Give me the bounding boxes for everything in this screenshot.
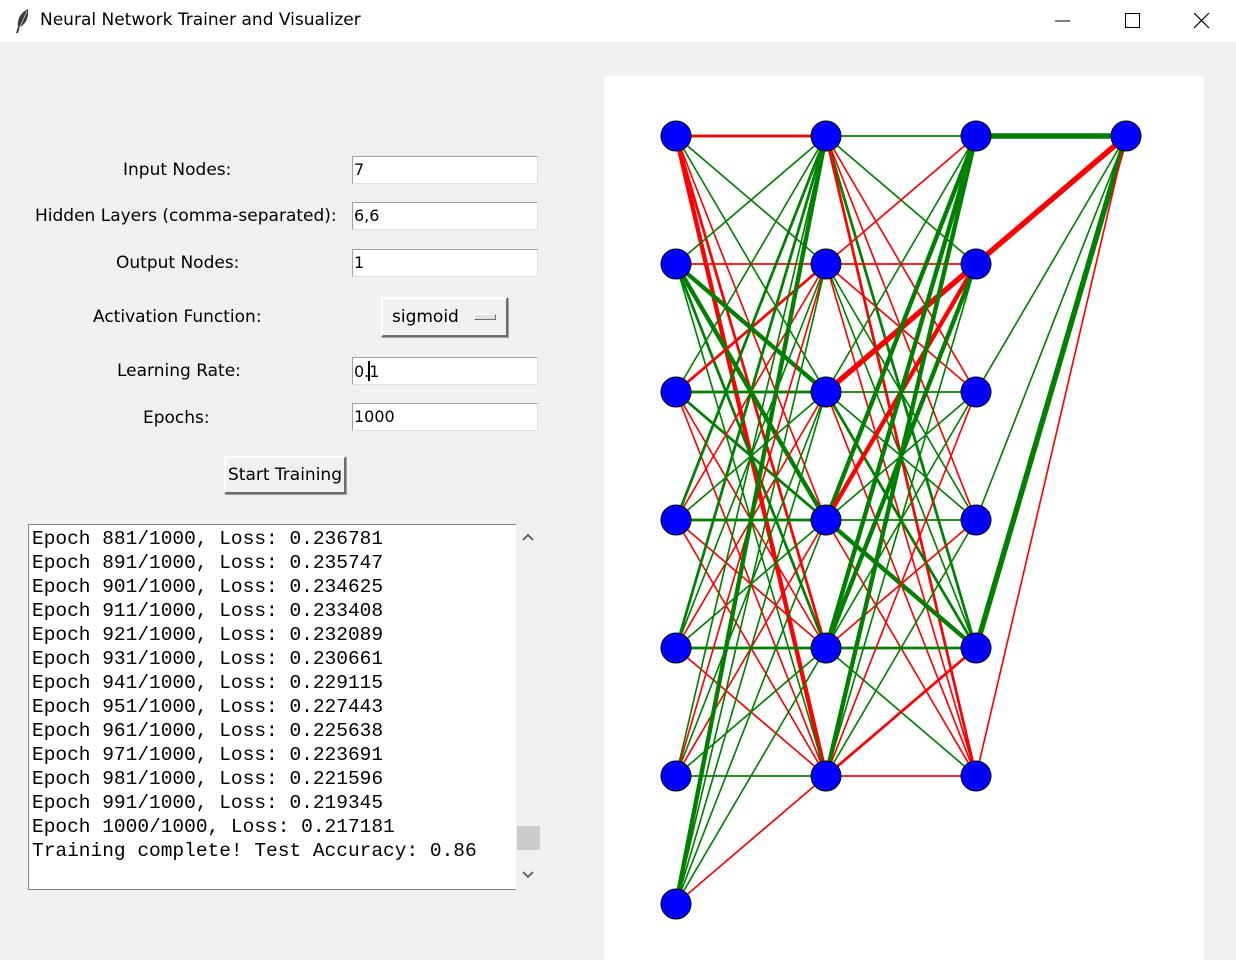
log-line: Epoch 1000/1000, Loss: 0.217181 <box>32 816 395 838</box>
log-scrollbar[interactable] <box>516 524 540 890</box>
minimize-button[interactable] <box>1028 0 1098 42</box>
network-edge <box>825 519 977 777</box>
scrollbar-thumb[interactable] <box>517 825 540 850</box>
title-bar: Neural Network Trainer and Visualizer <box>0 0 1236 42</box>
network-edge <box>675 263 827 905</box>
scroll-down-icon[interactable] <box>522 870 534 880</box>
network-node <box>660 376 692 408</box>
input-nodes-label: Input Nodes: <box>123 160 232 180</box>
network-node <box>660 504 692 536</box>
network-node <box>810 376 842 408</box>
network-graph <box>660 120 1142 920</box>
log-line: Epoch 991/1000, Loss: 0.219345 <box>32 792 384 814</box>
network-node <box>660 888 692 920</box>
hidden-layers-field[interactable]: 6,6 <box>352 202 538 230</box>
network-edge <box>675 647 827 905</box>
log-line: Epoch 911/1000, Loss: 0.233408 <box>32 600 384 622</box>
scroll-up-icon[interactable] <box>522 532 534 542</box>
output-nodes-field[interactable]: 1 <box>352 249 538 277</box>
feather-icon <box>16 9 29 33</box>
network-node <box>810 632 842 664</box>
epochs-field[interactable]: 1000 <box>352 403 538 431</box>
log-line: Epoch 961/1000, Loss: 0.225638 <box>32 720 384 742</box>
network-edge <box>675 135 827 265</box>
network-edge <box>674 135 828 649</box>
network-edge <box>975 135 1127 393</box>
network-edge <box>823 135 979 777</box>
start-training-button[interactable]: Start Training <box>224 456 346 494</box>
network-edge <box>975 135 1127 521</box>
log-line: Epoch 901/1000, Loss: 0.234625 <box>32 576 384 598</box>
network-canvas <box>604 76 1204 960</box>
network-edge <box>675 775 827 905</box>
network-edge <box>675 135 827 777</box>
log-line: Epoch 951/1000, Loss: 0.227443 <box>32 696 384 718</box>
network-node <box>660 248 692 280</box>
log-line: Training complete! Test Accuracy: 0.86 <box>32 840 477 862</box>
network-node <box>810 760 842 792</box>
network-edge <box>674 135 828 521</box>
network-edge <box>675 135 827 393</box>
log-line: Epoch 881/1000, Loss: 0.236781 <box>32 528 384 550</box>
log-line: Epoch 891/1000, Loss: 0.235747 <box>32 552 384 574</box>
log-line: Epoch 931/1000, Loss: 0.230661 <box>32 648 384 670</box>
epochs-label: Epochs: <box>143 408 210 428</box>
network-node <box>810 120 842 152</box>
network-edge <box>823 135 979 521</box>
log-line: Epoch 921/1000, Loss: 0.232089 <box>32 624 384 646</box>
minimize-icon <box>1055 20 1070 22</box>
learning-rate-text-after-caret: 1 <box>369 362 380 381</box>
maximize-icon <box>1125 13 1140 28</box>
network-node <box>660 760 692 792</box>
network-node <box>810 248 842 280</box>
log-line: Epoch 971/1000, Loss: 0.223691 <box>32 744 384 766</box>
close-button[interactable] <box>1167 0 1236 42</box>
activation-function-dropdown[interactable]: sigmoid <box>381 297 508 337</box>
log-line: Epoch 981/1000, Loss: 0.221596 <box>32 768 384 790</box>
window-title: Neural Network Trainer and Visualizer <box>40 10 361 30</box>
network-edge <box>673 135 829 905</box>
network-node <box>960 248 992 280</box>
close-icon <box>1194 13 1210 29</box>
network-node <box>960 376 992 408</box>
network-edge <box>825 263 977 777</box>
network-node <box>960 760 992 792</box>
network-node <box>660 632 692 664</box>
network-edge <box>823 135 979 649</box>
network-edge <box>973 135 1129 649</box>
network-edge <box>974 133 1128 267</box>
network-node <box>960 632 992 664</box>
network-edge <box>675 519 827 905</box>
learning-rate-label: Learning Rate: <box>117 361 241 381</box>
output-nodes-label: Output Nodes: <box>116 253 240 273</box>
network-edge <box>675 391 827 905</box>
text-caret <box>368 361 371 381</box>
network-edge <box>825 646 977 778</box>
network-edge <box>825 135 977 393</box>
dropdown-indicator-icon <box>474 314 496 320</box>
network-edge <box>825 391 977 777</box>
hidden-layers-label: Hidden Layers (comma-separated): <box>35 206 337 226</box>
activation-function-label: Activation Function: <box>93 307 262 327</box>
network-node <box>960 120 992 152</box>
network-edge <box>825 135 977 265</box>
training-log[interactable]: Epoch 881/1000, Loss: 0.236781 Epoch 891/… <box>28 524 518 890</box>
activation-function-value: sigmoid <box>392 307 459 327</box>
training-log-lines: Epoch 881/1000, Loss: 0.236781 Epoch 891/… <box>32 527 477 863</box>
network-node <box>660 120 692 152</box>
network-node <box>960 504 992 536</box>
maximize-button[interactable] <box>1098 0 1168 42</box>
log-line: Epoch 941/1000, Loss: 0.229115 <box>32 672 384 694</box>
network-edge <box>975 135 1127 777</box>
network-node <box>1110 120 1142 152</box>
learning-rate-field[interactable]: 0.1 <box>352 357 538 385</box>
network-node <box>810 504 842 536</box>
learning-rate-text-before-caret: 0. <box>354 362 370 381</box>
input-nodes-field[interactable]: 7 <box>352 156 538 184</box>
